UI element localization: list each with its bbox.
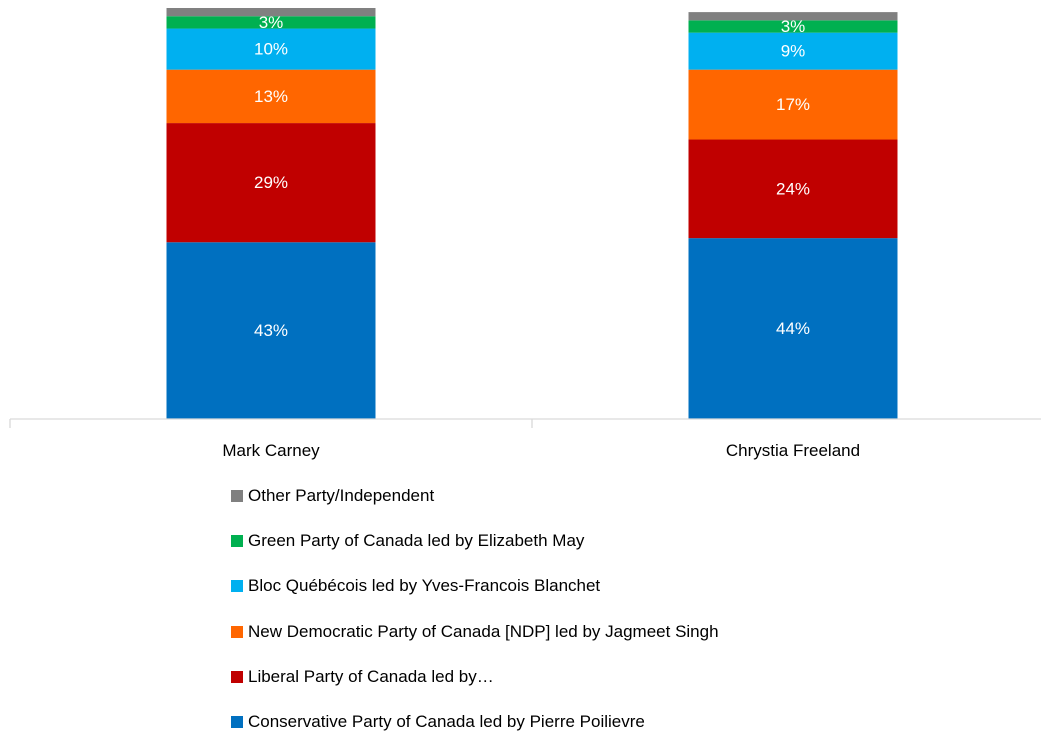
legend-swatch-liberal bbox=[231, 671, 243, 684]
bar-segment-chrystia-freeland-series-3 bbox=[688, 32, 898, 70]
legend-label-conservative: Conservative Party of Canada led by Pier… bbox=[248, 712, 645, 732]
bar-segments bbox=[166, 8, 898, 419]
data-label-mark-carney-series-0: 43% bbox=[254, 321, 288, 340]
legend-item-bloc: Bloc Québécois led by Yves-Francois Blan… bbox=[231, 575, 719, 598]
bar-segment-chrystia-freeland-series-1 bbox=[688, 139, 898, 239]
data-label-chrystia-freeland-series-1: 24% bbox=[776, 179, 810, 198]
data-labels: 43% 29% 13% 10% 3% 44% 24% 17% 9% 3% bbox=[254, 13, 810, 340]
legend-label-other: Other Party/Independent bbox=[248, 485, 435, 505]
legend-label-green: Green Party of Canada led by Elizabeth M… bbox=[248, 530, 585, 550]
data-label-chrystia-freeland-series-3: 9% bbox=[781, 42, 806, 61]
data-label-mark-carney-series-1: 29% bbox=[254, 173, 288, 192]
data-label-chrystia-freeland-series-4: 3% bbox=[781, 17, 806, 36]
legend-swatch-green bbox=[231, 534, 243, 547]
category-label-mark-carney: Mark Carney bbox=[222, 441, 320, 460]
legend-item-conservative: Conservative Party of Canada led by Pier… bbox=[231, 711, 719, 734]
legend-item-other: Other Party/Independent bbox=[231, 484, 719, 507]
bar-segment-mark-carney-series-4 bbox=[166, 16, 376, 29]
legend-label-ndp: New Democratic Party of Canada [NDP] led… bbox=[248, 621, 719, 641]
x-axis bbox=[9, 418, 1041, 428]
legend-label-liberal: Liberal Party of Canada led by… bbox=[248, 667, 494, 687]
data-label-mark-carney-series-3: 10% bbox=[254, 40, 288, 59]
category-labels: Mark Carney Chrystia Freeland bbox=[222, 441, 860, 460]
bar-segment-mark-carney-series-2 bbox=[166, 69, 376, 124]
bar-segment-chrystia-freeland-series-4 bbox=[688, 20, 898, 33]
legend-item-liberal: Liberal Party of Canada led by… bbox=[231, 666, 719, 689]
data-label-chrystia-freeland-series-0: 44% bbox=[776, 319, 810, 338]
legend-swatch-other bbox=[231, 489, 243, 502]
data-label-chrystia-freeland-series-2: 17% bbox=[776, 95, 810, 114]
data-label-mark-carney-series-4: 3% bbox=[259, 13, 284, 32]
category-label-chrystia-freeland: Chrystia Freeland bbox=[726, 441, 860, 460]
legend-item-ndp: New Democratic Party of Canada [NDP] led… bbox=[231, 620, 719, 643]
bar-segment-mark-carney-series-3 bbox=[166, 28, 376, 70]
chart-legend: Other Party/Independent Green Party of C… bbox=[231, 484, 719, 756]
legend-swatch-bloc bbox=[231, 580, 243, 593]
legend-item-green: Green Party of Canada led by Elizabeth M… bbox=[231, 529, 719, 552]
bar-segment-mark-carney-series-0 bbox=[166, 242, 376, 419]
bar-segment-mark-carney-series-1 bbox=[166, 123, 376, 243]
bar-segment-chrystia-freeland-series-0 bbox=[688, 238, 898, 419]
legend-swatch-conservative bbox=[231, 716, 243, 729]
bar-segment-mark-carney-series-5 bbox=[166, 8, 376, 17]
data-label-mark-carney-series-2: 13% bbox=[254, 87, 288, 106]
legend-swatch-ndp bbox=[231, 625, 243, 638]
bar-segment-chrystia-freeland-series-2 bbox=[688, 69, 898, 140]
stacked-bar-chart: Mark Carney Chrystia Freeland 43% 29% 13% 1… bbox=[9, 8, 1041, 460]
legend-label-bloc: Bloc Québécois led by Yves-Francois Blan… bbox=[248, 576, 601, 596]
bar-segment-chrystia-freeland-series-5 bbox=[688, 12, 898, 21]
